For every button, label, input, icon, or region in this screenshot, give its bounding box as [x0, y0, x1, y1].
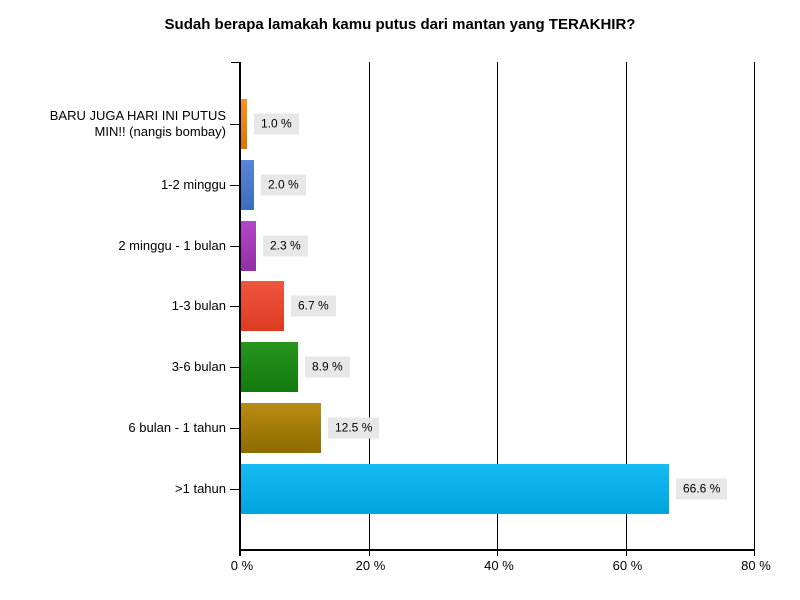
chart-bar [241, 99, 247, 149]
category-tick [230, 306, 240, 307]
category-label: 2 minggu - 1 bulan [118, 237, 226, 253]
category-label: >1 tahun [175, 480, 226, 496]
y-axis-top-tick [231, 62, 240, 63]
value-label: 1.0 % [254, 113, 299, 135]
gridline-40 [497, 62, 498, 550]
chart-bar [241, 221, 256, 271]
value-label: 2.0 % [261, 174, 306, 196]
chart-bar [241, 403, 321, 453]
category-label: 3-6 bulan [171, 359, 226, 375]
chart-bar [241, 342, 298, 392]
gridline-20 [368, 62, 370, 550]
chart-title: Sudah berapa lamakah kamu putus dari man… [164, 16, 636, 33]
x-tick-0 [240, 550, 241, 556]
x-tick-label-0: 0 % [230, 558, 254, 573]
y-axis [239, 62, 241, 556]
gridline-80 [754, 62, 755, 550]
category-label: 1-3 bulan [171, 298, 226, 314]
category-label: BARU JUGA HARI INI PUTUS MIN!! (nangis b… [49, 108, 226, 139]
value-label: 12.5 % [328, 417, 380, 439]
x-tick-60 [625, 550, 627, 556]
category-tick [230, 428, 240, 429]
category-tick [230, 246, 240, 247]
value-label: 66.6 % [676, 478, 728, 500]
chart-bar [241, 281, 284, 331]
category-tick [230, 124, 240, 125]
chart-bar [241, 464, 669, 514]
x-tick-label-20: 20 % [355, 558, 386, 573]
value-label: 8.9 % [305, 356, 350, 378]
x-tick-label-60: 60 % [612, 558, 643, 573]
gridline-60 [625, 62, 627, 550]
category-tick [230, 185, 240, 186]
category-tick [230, 489, 240, 490]
x-tick-80 [754, 550, 755, 556]
value-label: 2.3 % [263, 235, 308, 257]
x-tick-label-40: 40 % [484, 558, 514, 573]
x-tick-label-80: 80 % [741, 558, 771, 573]
x-tick-40 [497, 550, 498, 556]
category-tick [230, 367, 240, 368]
value-label: 6.7 % [291, 295, 336, 317]
x-tick-20 [368, 550, 370, 556]
category-label: 1-2 minggu [160, 176, 226, 192]
category-label: 6 bulan - 1 tahun [128, 420, 226, 436]
chart-bar [241, 160, 254, 210]
